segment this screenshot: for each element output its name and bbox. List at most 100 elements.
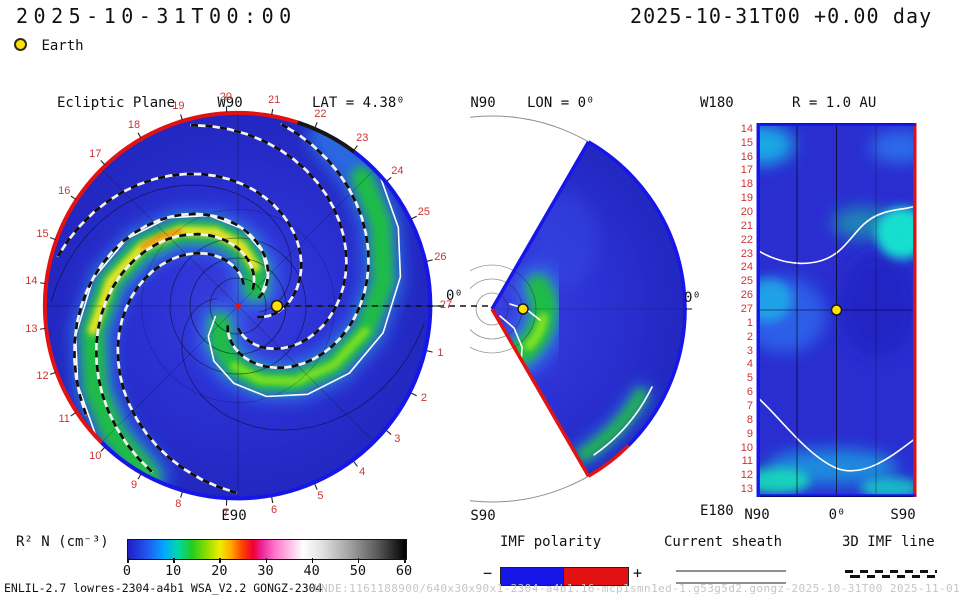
earth-dot-radial	[830, 304, 843, 316]
ecliptic-title: Ecliptic Plane	[57, 95, 176, 111]
current-sheet-lines	[74, 176, 402, 436]
radial-title: R = 1.0 AU	[792, 95, 877, 111]
radial-day-22: 22	[740, 233, 753, 246]
timestamp-title: 2025-10-31T00:00	[16, 4, 297, 28]
radial-day-2: 2	[746, 330, 753, 343]
ecliptic-lat-label: LAT = 4.38⁰	[312, 95, 405, 111]
ecliptic-day-4: 4	[359, 465, 366, 478]
earth-dot-meridional	[517, 303, 529, 315]
ecliptic-day-3: 3	[394, 432, 401, 445]
earth-legend: Earth	[14, 38, 84, 54]
imf-line-symbol-top	[845, 570, 937, 573]
ecliptic-day-12: 12	[36, 370, 49, 383]
density-colorbar	[127, 539, 407, 560]
colorbar-tick-label-20: 20	[211, 563, 228, 579]
meridional-equator-label: 0⁰	[684, 290, 701, 306]
radial-day-1: 1	[746, 316, 753, 329]
ecliptic-day-25: 25	[417, 205, 430, 218]
rim-negative-blue	[100, 150, 433, 501]
ecliptic-day-10: 10	[89, 450, 102, 463]
meridional-polarity-edges	[490, 140, 687, 478]
ecliptic-day-6: 6	[271, 503, 278, 516]
meridian-circle-outline	[470, 115, 686, 503]
radial-map-plot	[756, 123, 917, 497]
current-sheath-symbol	[676, 570, 786, 584]
radial-day-6: 6	[746, 386, 753, 399]
ecliptic-day-26: 26	[434, 251, 447, 264]
current-sheath-title: Current sheath	[664, 534, 783, 550]
earth-icon	[14, 38, 27, 51]
radial-day-21: 21	[740, 219, 753, 232]
radial-day-11: 11	[741, 455, 753, 468]
ecliptic-day-14: 14	[25, 274, 38, 287]
radial-lat-label-0: N90	[744, 507, 770, 523]
ecliptic-pointer-label: 0⁰	[446, 288, 463, 304]
meridional-grid	[470, 264, 685, 354]
colorbar-tick-label-40: 40	[303, 563, 320, 579]
radial-map-area	[757, 123, 916, 497]
meridional-plot	[470, 115, 692, 503]
meridional-density	[497, 192, 653, 467]
radial-day-5: 5	[746, 372, 753, 385]
ecliptic-disk	[45, 113, 431, 499]
radial-day-17: 17	[740, 164, 753, 177]
rim-positive-red	[42, 110, 299, 444]
radial-w180-label: W180	[700, 95, 734, 111]
imf-polarity-title: IMF polarity	[500, 534, 602, 550]
imf-minus-sign: −	[483, 564, 493, 582]
ecliptic-day-tick-marks	[40, 106, 438, 506]
meridional-wedge	[492, 141, 685, 477]
imf-line-symbol-bottom	[845, 575, 937, 578]
polarity-rim	[42, 110, 433, 501]
radial-day-14: 14	[740, 122, 753, 135]
colorbar-tick-label-10: 10	[165, 563, 182, 579]
ecliptic-day-21: 21	[267, 94, 281, 107]
meridional-current-sheet	[499, 303, 653, 456]
density-spiral-arms	[71, 116, 404, 497]
model-info: ENLIL-2.7 lowres-2304-a4b1 WSA_V2.2 GONG…	[4, 581, 323, 595]
ecliptic-day-5: 5	[317, 489, 324, 502]
ecliptic-w90-label: W90	[217, 95, 243, 111]
ecliptic-day-8: 8	[175, 498, 182, 511]
radial-day-20: 20	[740, 206, 753, 219]
ecliptic-day-9: 9	[130, 479, 138, 492]
polar-grid	[47, 115, 429, 497]
colorbar-tick-label-30: 30	[257, 563, 274, 579]
radial-day-15: 15	[740, 136, 753, 149]
forecast-time-title: 2025-10-31T00 +0.00 day	[630, 4, 933, 28]
colorbar-tick-label-0: 0	[122, 563, 132, 579]
ecliptic-e90-label: E90	[221, 508, 247, 524]
imf-line-title: 3D IMF line	[842, 534, 935, 550]
radial-day-13: 13	[740, 483, 753, 496]
imf-plus-sign: +	[633, 564, 643, 582]
radial-polarity-edges	[756, 123, 917, 497]
radial-day-8: 8	[746, 413, 753, 426]
radial-day-24: 24	[740, 261, 753, 274]
colorbar-tick-label-50: 50	[349, 563, 366, 579]
watermark: UNDE:1161188900/640x30x90x1-2304-a4b1.16…	[314, 582, 960, 595]
ecliptic-day-23: 23	[356, 132, 369, 145]
ecliptic-day-11: 11	[58, 413, 70, 426]
rim-black-segment	[296, 120, 356, 154]
radial-day-12: 12	[740, 469, 753, 482]
meridional-s90-label: S90	[470, 508, 496, 524]
colorbar-tick-label-60: 60	[395, 563, 413, 579]
imf-spiral-lines	[50, 122, 425, 495]
colorbar-label: R² N (cm⁻³)	[16, 534, 109, 550]
radial-day-4: 4	[746, 358, 753, 371]
radial-day-23: 23	[740, 247, 753, 260]
radial-day-27: 27	[740, 303, 753, 315]
radial-day-25: 25	[740, 275, 753, 288]
ecliptic-day-18: 18	[127, 118, 141, 131]
radial-lat-label-1: 0⁰	[828, 507, 846, 523]
ecliptic-day-13: 13	[25, 323, 38, 336]
ecliptic-day-17: 17	[89, 147, 102, 160]
radial-density	[758, 125, 915, 496]
radial-day-3: 3	[746, 344, 753, 357]
meridional-n90-label: N90	[470, 95, 496, 111]
ecliptic-day-1: 1	[437, 346, 444, 359]
radial-day-16: 16	[740, 150, 753, 163]
earth-legend-label: Earth	[41, 38, 84, 54]
ecliptic-day-15: 15	[36, 227, 49, 240]
